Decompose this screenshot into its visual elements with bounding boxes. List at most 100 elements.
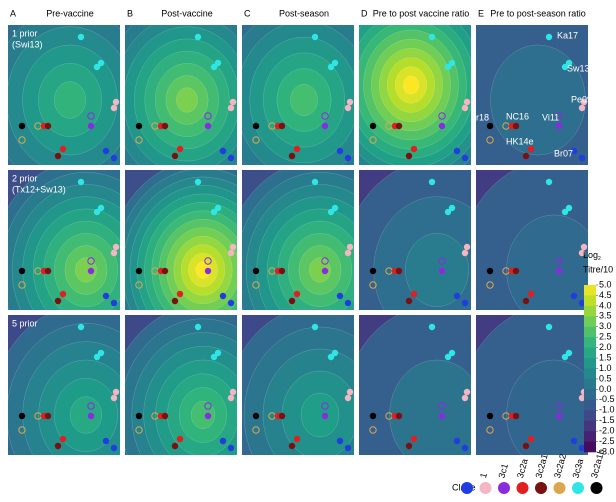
antigen-point: [110, 249, 118, 257]
colorbar-band: [584, 347, 596, 359]
antigen-point: [331, 349, 339, 357]
antigen-point: [229, 388, 237, 396]
legend-label: 3c2a1: [534, 453, 550, 479]
antigen-point: [227, 104, 235, 112]
antigen-point: [561, 353, 569, 361]
antigen-point: [527, 435, 535, 443]
contour: [69, 396, 103, 434]
antigen-point: [54, 152, 62, 160]
antigen-point: [227, 299, 235, 307]
antigen-point: [570, 147, 578, 155]
antigen-point: [93, 63, 101, 71]
strain-label: Vi11: [542, 112, 559, 122]
antigen-point: [321, 112, 329, 120]
antigen-point: [77, 178, 85, 186]
antigen-point: [405, 442, 413, 450]
legend-label: 1: [478, 472, 489, 479]
colorbar-band: [584, 285, 596, 296]
antigen-point: [214, 349, 222, 357]
antigen-point: [512, 267, 520, 275]
antigen-point: [555, 257, 563, 265]
antigen-point: [463, 388, 471, 396]
antigen-point: [555, 112, 563, 120]
antigen-point: [229, 243, 237, 251]
antigen-point: [227, 444, 235, 452]
antigen-point: [486, 281, 494, 289]
colorbar-title: Log2: [583, 250, 601, 262]
colorbar-tick-label: 4.5: [599, 290, 612, 300]
antigen-point: [346, 98, 354, 106]
antigen-point: [87, 267, 95, 275]
legend-swatch: [498, 482, 510, 494]
antigen-point: [176, 435, 184, 443]
antigen-point: [194, 323, 202, 331]
antigen-point: [293, 290, 301, 298]
antigen-point: [18, 426, 26, 434]
antigen-point: [405, 297, 413, 305]
antigen-point: [59, 145, 67, 153]
antigen-point: [444, 63, 452, 71]
antigen-point: [87, 402, 95, 410]
antigen-point: [570, 292, 578, 300]
row-label: (Swi13): [12, 39, 43, 49]
antigen-point: [428, 178, 436, 186]
antigen-point: [346, 243, 354, 251]
colorbar-title-sub: 2: [598, 256, 601, 262]
row-label: (Tx12+Sw13): [12, 184, 66, 194]
antigen-point: [102, 437, 110, 445]
antigen-point: [311, 178, 319, 186]
legend-swatch: [553, 482, 566, 494]
antigen-point: [369, 412, 377, 420]
legend-label: 3c2a: [515, 458, 530, 479]
antigen-point: [54, 442, 62, 450]
antigen-point: [463, 243, 471, 251]
colorbar-tick-label: 3.0: [599, 321, 612, 331]
antigen-point: [288, 152, 296, 160]
antigen-point: [161, 267, 169, 275]
colorbar-tick-label: 0.0: [599, 384, 612, 394]
strain-label: Pe09: [571, 94, 592, 104]
antigen-point: [135, 136, 143, 144]
antigen-point: [171, 152, 179, 160]
antigen-point: [453, 292, 461, 300]
antigen-point: [252, 281, 260, 289]
antigen-point: [229, 98, 237, 106]
panel-letter: D: [361, 8, 368, 18]
row-label: 2 prior: [12, 173, 38, 183]
antigen-point: [438, 412, 446, 420]
strain-label: Br18: [470, 112, 489, 122]
colorbar-tick-label: -1.0: [599, 405, 615, 415]
antigen-point: [135, 267, 143, 275]
antigen-point: [18, 267, 26, 275]
antigen-point: [527, 145, 535, 153]
antigen-point: [453, 147, 461, 155]
colorbar-tick-label: -0.5: [599, 394, 615, 404]
antigen-point: [486, 122, 494, 130]
colorbar-tick-label: 2.0: [599, 342, 612, 352]
antigen-point: [327, 353, 335, 361]
antigen-point: [87, 112, 95, 120]
panel-title: Post-season: [279, 8, 329, 18]
panel-title: Pre to post vaccine ratio: [373, 8, 470, 18]
antigen-point: [252, 122, 260, 130]
antigen-point: [344, 249, 352, 257]
antigen-point: [293, 145, 301, 153]
map-panel: [359, 170, 471, 310]
map-panel: [125, 170, 237, 310]
legend-swatch: [516, 482, 529, 494]
antigen-point: [344, 394, 352, 402]
antigen-point: [527, 290, 535, 298]
antigen-point: [59, 290, 67, 298]
antigen-point: [176, 290, 184, 298]
antigen-point: [580, 98, 588, 106]
antigen-point: [204, 257, 212, 265]
antigen-point: [110, 154, 118, 162]
antigen-point: [428, 33, 436, 41]
contour: [176, 87, 198, 113]
map-panel: [242, 315, 354, 455]
antigen-point: [578, 299, 586, 307]
contour: [389, 359, 471, 455]
antigen-point: [522, 152, 530, 160]
panel-letter: A: [10, 8, 16, 18]
antigen-point: [204, 402, 212, 410]
